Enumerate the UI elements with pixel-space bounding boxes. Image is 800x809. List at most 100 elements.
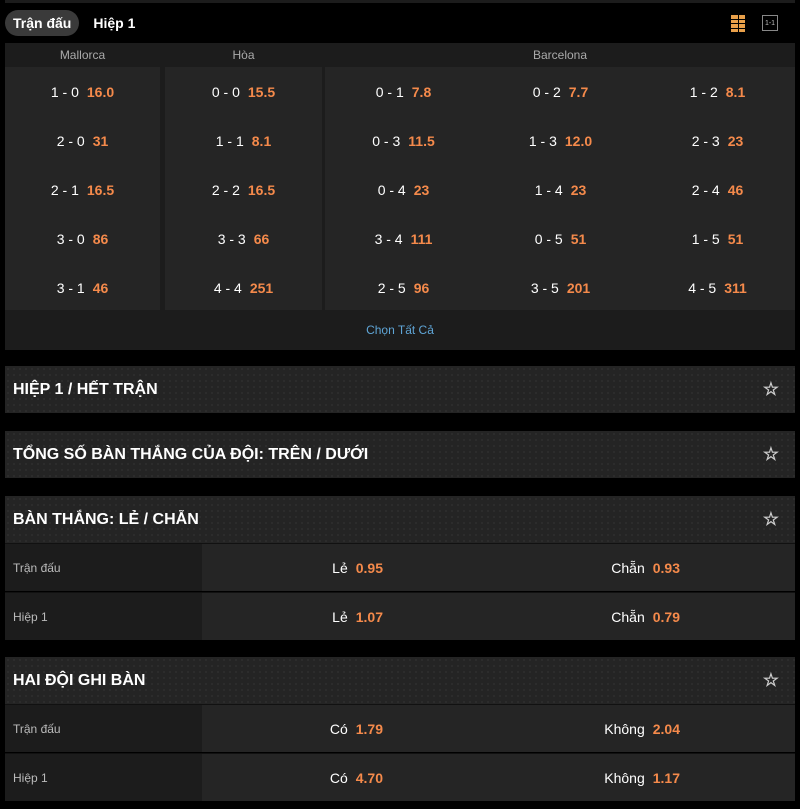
column-barcelona — [325, 67, 795, 310]
market-title: HIỆP 1 / HẾT TRẬN — [13, 380, 158, 398]
score-cell[interactable]: 3 - 4 111 — [325, 214, 482, 263]
score-cell[interactable]: 1 - 4 23 — [482, 165, 639, 214]
star-icon[interactable]: ☆ — [762, 509, 779, 529]
score: 3 - 3 — [217, 230, 246, 247]
odds: 16.5 — [247, 181, 276, 198]
score-cell[interactable]: 0 - 4 23 — [325, 165, 482, 214]
star-icon[interactable]: ☆ — [762, 444, 779, 464]
score-cell[interactable]: 3 - 0 86 — [5, 214, 160, 263]
odds: 1.79 — [355, 721, 383, 737]
odds-option-a[interactable]: Có 1.79 — [330, 705, 383, 753]
odds: 0.95 — [355, 560, 383, 576]
select-all-link[interactable]: Chọn Tất Cả — [366, 323, 434, 337]
score-cell[interactable]: 4 - 4 251 — [165, 263, 322, 312]
option-label: Có — [329, 770, 348, 786]
tab-first-half[interactable]: Hiệp 1 — [93, 15, 136, 31]
score-cell[interactable]: 0 - 0 15.5 — [165, 67, 322, 116]
market-header[interactable]: HIỆP 1 / HẾT TRẬN ☆ — [5, 366, 795, 413]
odds-option-a[interactable]: Có 4.70 — [330, 754, 383, 802]
score-cell[interactable]: 2 - 1 16.5 — [5, 165, 160, 214]
odds: 23 — [727, 132, 744, 149]
odds-option-b[interactable]: Không 1.17 — [604, 754, 680, 802]
odds: 15.5 — [247, 83, 276, 100]
score: 4 - 5 — [688, 279, 717, 296]
score-cell[interactable]: 1 - 2 8.1 — [639, 67, 796, 116]
odds: 7.7 — [568, 83, 589, 100]
market-title: HAI ĐỘI GHI BÀN — [13, 671, 146, 689]
star-icon[interactable]: ☆ — [762, 670, 779, 690]
market-row: Hiệp 1 Có 4.70 Không 1.17 — [5, 753, 795, 801]
score-cell[interactable]: 2 - 2 16.5 — [165, 165, 322, 214]
score-cell[interactable]: 0 - 5 51 — [482, 214, 639, 263]
odds-area: Có 4.70 Không 1.17 — [202, 754, 795, 801]
market-row: Trận đấu Có 1.79 Không 2.04 — [5, 704, 795, 752]
odds: 16.5 — [86, 181, 115, 198]
score-cell[interactable]: 1 - 3 12.0 — [482, 116, 639, 165]
market-header[interactable]: HAI ĐỘI GHI BÀN ☆ — [5, 657, 795, 704]
column-mallorca — [5, 67, 160, 310]
score-cell[interactable]: 0 - 2 7.7 — [482, 67, 639, 116]
score: 3 - 0 — [56, 230, 85, 247]
odds: 96 — [413, 279, 430, 296]
odds-option-a[interactable]: Lẻ 1.07 — [332, 593, 383, 641]
odds-option-b[interactable]: Chẵn 0.93 — [611, 544, 680, 592]
option-label: Chẵn — [611, 560, 645, 576]
odds: 51 — [570, 230, 587, 247]
odds: 251 — [249, 279, 274, 296]
odds: 31 — [92, 132, 109, 149]
tab-match[interactable]: Trận đấu — [5, 10, 80, 36]
score-cell[interactable]: 2 - 4 46 — [639, 165, 796, 214]
score-cell[interactable]: 3 - 3 66 — [165, 214, 322, 263]
header-barcelona: Barcelona — [532, 48, 588, 62]
score-cell[interactable]: 1 - 5 51 — [639, 214, 796, 263]
period-label: Trận đấu — [5, 544, 202, 591]
grid-view-icon[interactable] — [731, 15, 745, 32]
score-cell[interactable]: 3 - 5 201 — [482, 263, 639, 312]
odds: 0.79 — [652, 609, 680, 625]
odds: 7.8 — [411, 83, 432, 100]
score: 3 - 4 — [374, 230, 403, 247]
odds-option-a[interactable]: Lẻ 0.95 — [332, 544, 383, 592]
option-label: Lẻ — [332, 560, 348, 576]
score-cell[interactable]: 0 - 1 7.8 — [325, 67, 482, 116]
score-cell[interactable]: 1 - 0 16.0 — [5, 67, 160, 116]
odds: 1.17 — [652, 770, 680, 786]
period-label: Trận đấu — [5, 705, 202, 752]
score: 1 - 2 — [689, 83, 718, 100]
odds: 46 — [727, 181, 744, 198]
market-header[interactable]: TỔNG SỐ BÀN THẮNG CỦA ĐỘI: TRÊN / DƯỚI ☆ — [5, 431, 795, 478]
option-label: Lẻ — [332, 609, 348, 625]
score: 1 - 3 — [528, 132, 557, 149]
score-cell[interactable]: 2 - 5 96 — [325, 263, 482, 312]
market-row: Trận đấu Lẻ 0.95 Chẵn 0.93 — [5, 543, 795, 591]
header-draw: Hòa — [232, 48, 255, 62]
odds-option-b[interactable]: Chẵn 0.79 — [611, 593, 680, 641]
single-column-view-icon[interactable]: 1-1 — [762, 15, 778, 31]
star-icon[interactable]: ☆ — [762, 379, 779, 399]
score: 2 - 3 — [691, 132, 720, 149]
score-cell[interactable]: 2 - 3 23 — [639, 116, 796, 165]
score: 0 - 4 — [377, 181, 406, 198]
score-cell[interactable]: 1 - 1 8.1 — [165, 116, 322, 165]
odds: 11.5 — [408, 132, 435, 149]
score-cell[interactable]: 3 - 1 46 — [5, 263, 160, 312]
score-cell[interactable]: 0 - 3 11.5 — [325, 116, 482, 165]
header-mallorca: Mallorca — [59, 48, 106, 62]
market-header[interactable]: BÀN THẮNG: LẺ / CHẴN ☆ — [5, 496, 795, 543]
score: 0 - 5 — [534, 230, 563, 247]
odds: 12.0 — [564, 132, 593, 149]
score: 2 - 1 — [50, 181, 79, 198]
odds: 8.1 — [725, 83, 746, 100]
odds: 23 — [413, 181, 430, 198]
odds-option-b[interactable]: Không 2.04 — [604, 705, 680, 753]
score: 1 - 0 — [50, 83, 79, 100]
option-label: Chẵn — [611, 609, 645, 625]
score: 0 - 3 — [372, 132, 401, 149]
odds: 16.0 — [86, 83, 115, 100]
score: 0 - 1 — [375, 83, 404, 100]
score-cell[interactable]: 2 - 0 31 — [5, 116, 160, 165]
score: 4 - 4 — [213, 279, 242, 296]
score-cell[interactable]: 4 - 5 311 — [639, 263, 796, 312]
odds: 1.07 — [355, 609, 383, 625]
odds: 86 — [92, 230, 109, 247]
